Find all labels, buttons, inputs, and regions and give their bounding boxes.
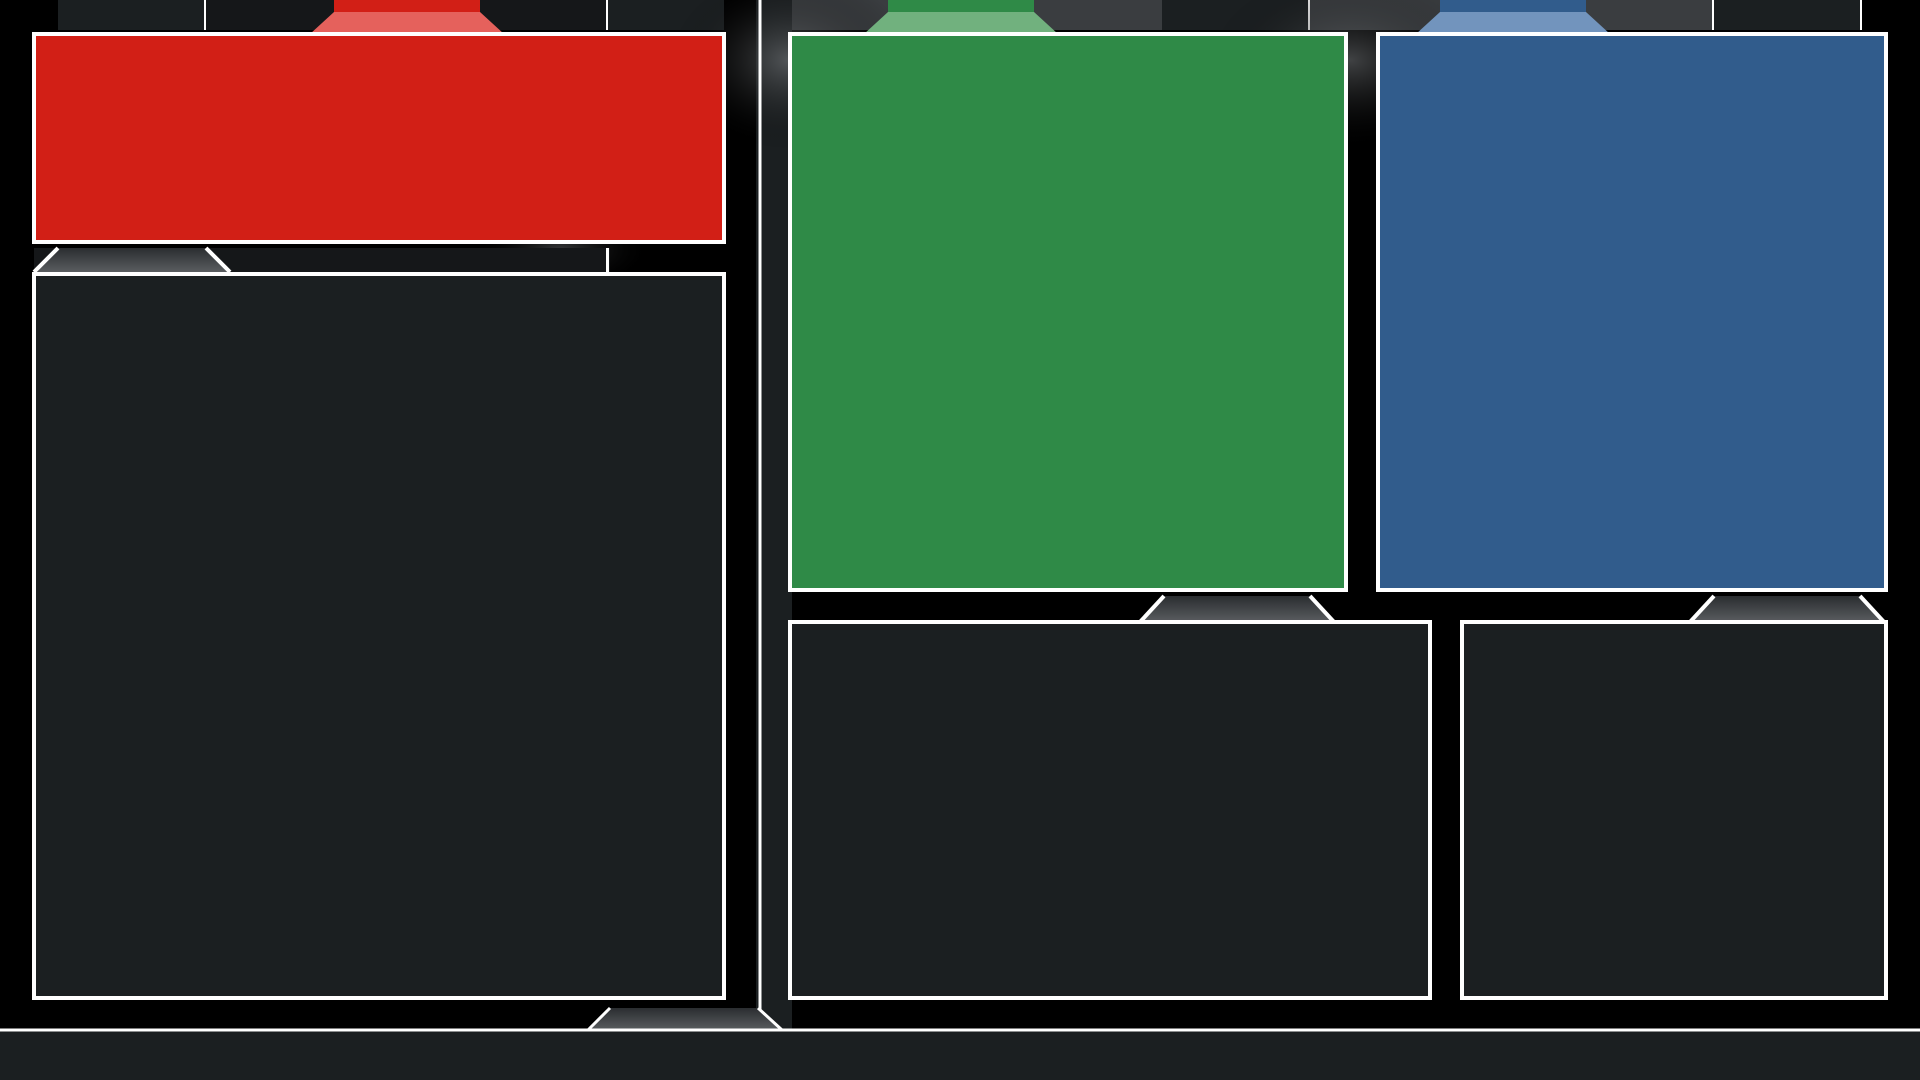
green-box bbox=[788, 32, 1348, 592]
left-large-box bbox=[32, 272, 726, 1000]
red-panel-group bbox=[32, 0, 726, 244]
blue-panel-group bbox=[1376, 0, 1888, 592]
bottom-center-box bbox=[788, 620, 1432, 1000]
bottom-right-panel-group bbox=[1460, 594, 1888, 1000]
red-box bbox=[32, 32, 726, 244]
bottom-bar bbox=[0, 1030, 1920, 1080]
blue-box bbox=[1376, 32, 1888, 592]
bottom-right-box bbox=[1460, 620, 1888, 1000]
bottom-bar-group bbox=[0, 1006, 1920, 1080]
left-large-panel-group bbox=[32, 246, 726, 1000]
bottom-center-panel-group bbox=[788, 594, 1432, 1000]
green-panel-group bbox=[788, 0, 1348, 592]
